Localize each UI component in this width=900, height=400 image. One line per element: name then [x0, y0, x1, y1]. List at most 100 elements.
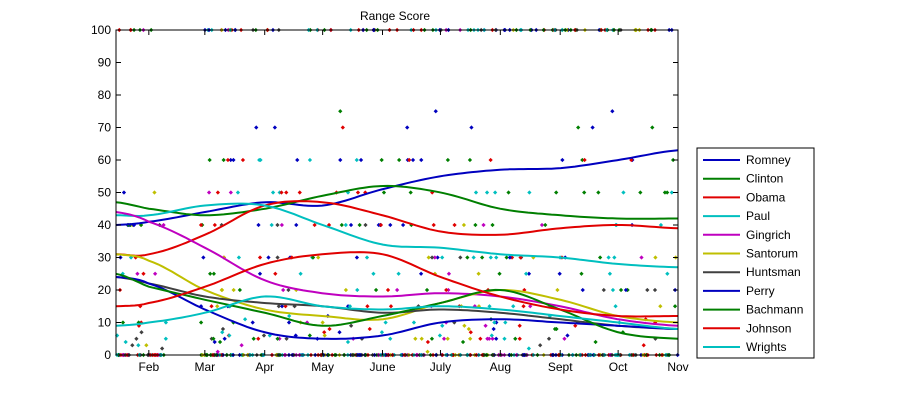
data-point: [322, 333, 327, 338]
data-point: [358, 157, 364, 163]
data-point: [251, 336, 256, 341]
data-point: [560, 157, 565, 163]
data-point: [408, 190, 413, 195]
data-point: [658, 304, 663, 309]
y-tick-label: 70: [98, 121, 112, 135]
data-point: [365, 304, 370, 309]
data-point: [206, 190, 212, 195]
data-point: [343, 222, 348, 228]
data-point: [279, 304, 285, 309]
data-point: [242, 317, 248, 322]
data-point: [526, 271, 532, 276]
y-tick-label: 30: [98, 251, 112, 265]
x-tick-label: Feb: [138, 360, 159, 374]
data-point: [217, 339, 223, 345]
data-point: [582, 157, 587, 163]
data-point: [220, 326, 226, 332]
data-point: [294, 222, 299, 228]
legend-label-santorum: Santorum: [746, 247, 798, 261]
data-point: [610, 287, 616, 293]
data-point: [298, 271, 303, 276]
data-point: [503, 320, 508, 325]
data-point: [481, 222, 486, 228]
data-point: [638, 190, 643, 195]
data-point: [596, 190, 601, 195]
data-point: [473, 190, 479, 195]
data-point: [363, 222, 368, 228]
data-point: [153, 271, 158, 276]
data-point: [279, 190, 284, 195]
data-point: [669, 190, 674, 195]
data-point: [215, 190, 221, 195]
data-point: [228, 157, 233, 163]
data-point: [543, 222, 548, 228]
data-point: [528, 304, 533, 309]
data-point: [227, 333, 232, 338]
data-point: [231, 157, 236, 163]
data-point: [240, 157, 246, 163]
data-point: [250, 320, 255, 325]
data-point: [462, 323, 467, 328]
legend-label-paul: Paul: [746, 209, 770, 223]
data-point: [413, 336, 418, 341]
data-point: [418, 271, 424, 276]
data-point: [373, 287, 379, 293]
data-point: [492, 320, 497, 325]
data-point: [601, 287, 606, 293]
x-tick-label: June: [369, 360, 395, 374]
data-point: [159, 346, 165, 351]
y-tick-label: 10: [98, 316, 112, 330]
data-point: [211, 271, 216, 276]
data-point: [209, 304, 214, 309]
data-point: [208, 271, 213, 276]
data-point: [379, 157, 384, 163]
data-point: [276, 304, 281, 309]
data-point: [489, 333, 494, 338]
data-point: [284, 336, 289, 341]
data-point: [407, 157, 412, 163]
x-tick-label: Sept: [548, 360, 573, 374]
data-point: [222, 336, 227, 341]
y-tick-label: 40: [98, 218, 112, 232]
data-point: [275, 222, 280, 228]
data-point: [388, 304, 394, 309]
data-point: [441, 336, 447, 341]
trend-line-wrights: [115, 295, 679, 330]
data-point: [546, 336, 552, 341]
data-point: [121, 190, 127, 195]
legend-label-gingrich: Gingrich: [746, 228, 791, 242]
data-point: [281, 287, 286, 293]
data-point: [395, 287, 400, 293]
data-point: [662, 190, 668, 195]
data-point: [623, 287, 629, 293]
data-point: [573, 323, 578, 328]
data-point: [228, 190, 233, 195]
data-point: [484, 190, 490, 195]
legend-label-perry: Perry: [746, 284, 775, 298]
x-tick-label: July: [430, 360, 451, 374]
y-tick-label: 0: [104, 348, 111, 362]
data-point: [419, 336, 424, 341]
data-point: [444, 287, 449, 293]
data-point: [388, 222, 393, 228]
data-point: [163, 336, 168, 341]
data-point: [355, 190, 361, 195]
legend-label-huntsman: Huntsman: [746, 265, 801, 279]
data-point: [379, 330, 385, 335]
data-point: [429, 336, 435, 341]
data-point: [144, 343, 149, 348]
legend: Romney Clinton Obama Paul Gingrich Santorum Hu…: [696, 147, 815, 359]
data-point: [239, 343, 244, 348]
data-point: [527, 190, 532, 195]
data-point: [490, 336, 495, 341]
data-point: [565, 333, 570, 338]
data-point: [652, 287, 658, 293]
y-tick-label: 60: [98, 153, 112, 167]
data-point: [445, 157, 451, 163]
x-tick-label: Oct: [609, 360, 628, 374]
data-point: [613, 304, 618, 309]
x-tick-label: Aug: [490, 360, 511, 374]
data-point: [286, 320, 292, 325]
legend-label-clinton: Clinton: [746, 172, 783, 186]
